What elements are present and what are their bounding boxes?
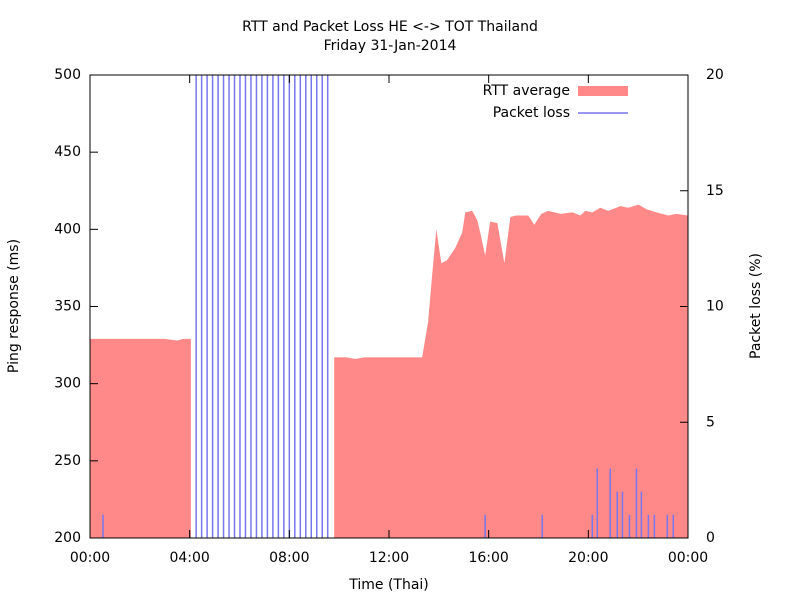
legend-label: Packet loss <box>493 105 570 121</box>
y-tick-label: 350 <box>54 299 81 315</box>
y-tick-label: 200 <box>54 530 81 546</box>
y2-tick-label: 5 <box>706 414 715 430</box>
y-tick-label: 250 <box>54 453 81 469</box>
y-tick-label: 400 <box>54 221 81 237</box>
x-tick-label: 12:00 <box>369 550 409 566</box>
x-axis-label: Time (Thai) <box>348 577 429 593</box>
y-tick-label: 500 <box>54 67 81 83</box>
chart-subtitle: Friday 31-Jan-2014 <box>324 38 457 54</box>
y2-tick-label: 10 <box>706 299 724 315</box>
legend-label: RTT average <box>483 83 570 99</box>
y-axis-label: Ping response (ms) <box>6 239 22 373</box>
x-tick-label: 00:00 <box>70 550 110 566</box>
y-tick-label: 450 <box>54 144 81 160</box>
x-tick-label: 08:00 <box>269 550 309 566</box>
y2-tick-label: 15 <box>706 183 724 199</box>
x-tick-label: 16:00 <box>468 550 508 566</box>
x-tick-label: 00:00 <box>668 550 708 566</box>
x-tick-label: 20:00 <box>568 550 608 566</box>
rtt-area <box>90 204 688 538</box>
y-tick-label: 300 <box>54 376 81 392</box>
chart-title: RTT and Packet Loss HE <-> TOT Thailand <box>242 19 538 35</box>
x-tick-label: 04:00 <box>169 550 209 566</box>
legend-swatch <box>578 86 628 96</box>
y2-tick-label: 0 <box>706 530 715 546</box>
y2-axis-label: Packet loss (%) <box>748 253 764 359</box>
y2-tick-label: 20 <box>706 67 724 83</box>
